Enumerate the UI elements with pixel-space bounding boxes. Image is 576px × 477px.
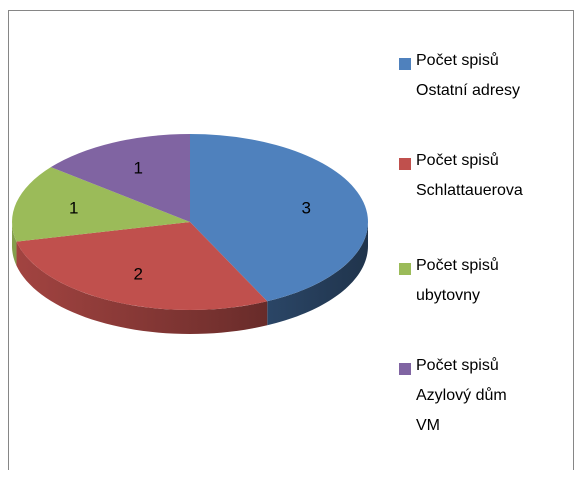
slice (50, 134, 190, 222)
data-label: 1 (69, 198, 78, 217)
legend-swatch (399, 263, 411, 275)
legend-label: Počet spisů Ostatní adresy (416, 52, 521, 99)
legend-item: Počet spisů ubytovny (399, 257, 528, 311)
slice (12, 167, 190, 242)
legend-label: Počet spisů Azylový dům VM (416, 357, 507, 434)
legend-swatch (399, 158, 411, 170)
data-label: 3 (302, 198, 311, 217)
legend-swatch (399, 58, 411, 70)
slice-side (267, 222, 368, 326)
slice (190, 134, 368, 302)
legend-label: Počet spisů Schlattauerova (416, 152, 523, 199)
legend-swatch (399, 363, 411, 375)
data-label: 1 (134, 158, 143, 177)
legend-item: Počet spisů Azylový dům VM (399, 357, 528, 441)
legend-label: Počet spisů ubytovny (416, 257, 499, 304)
slice (16, 222, 268, 310)
slice-side (12, 222, 17, 266)
chart-frame (8, 10, 574, 470)
slice-side (16, 241, 268, 334)
data-label: 2 (134, 265, 143, 284)
legend-item: Počet spisů Ostatní adresy (399, 52, 528, 106)
legend-item: Počet spisů Schlattauerova (399, 152, 528, 206)
